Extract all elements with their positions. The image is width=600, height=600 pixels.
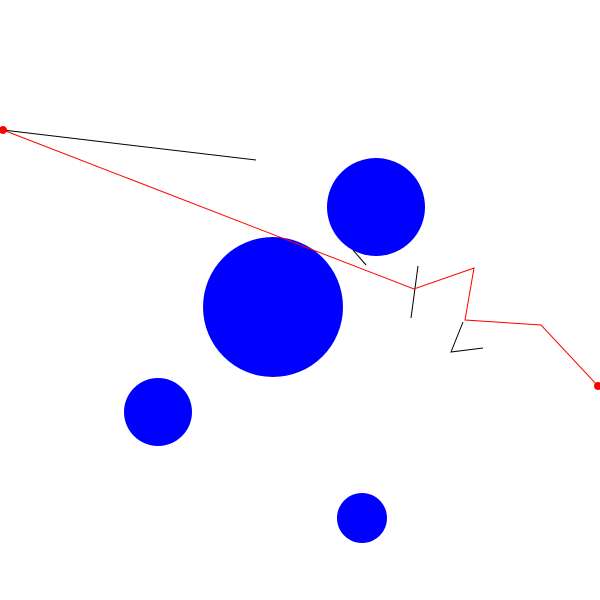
black-segment	[352, 249, 367, 266]
obstacle-circle	[337, 493, 387, 543]
obstacle-circle	[203, 237, 343, 377]
start-point	[0, 126, 7, 134]
end-point	[594, 382, 600, 390]
obstacle-circle	[124, 378, 192, 446]
black-segment	[410, 265, 419, 319]
black-segment	[450, 321, 484, 353]
red-path	[2, 129, 599, 387]
obstacle-circle	[327, 158, 425, 256]
black-segment	[2, 129, 257, 161]
